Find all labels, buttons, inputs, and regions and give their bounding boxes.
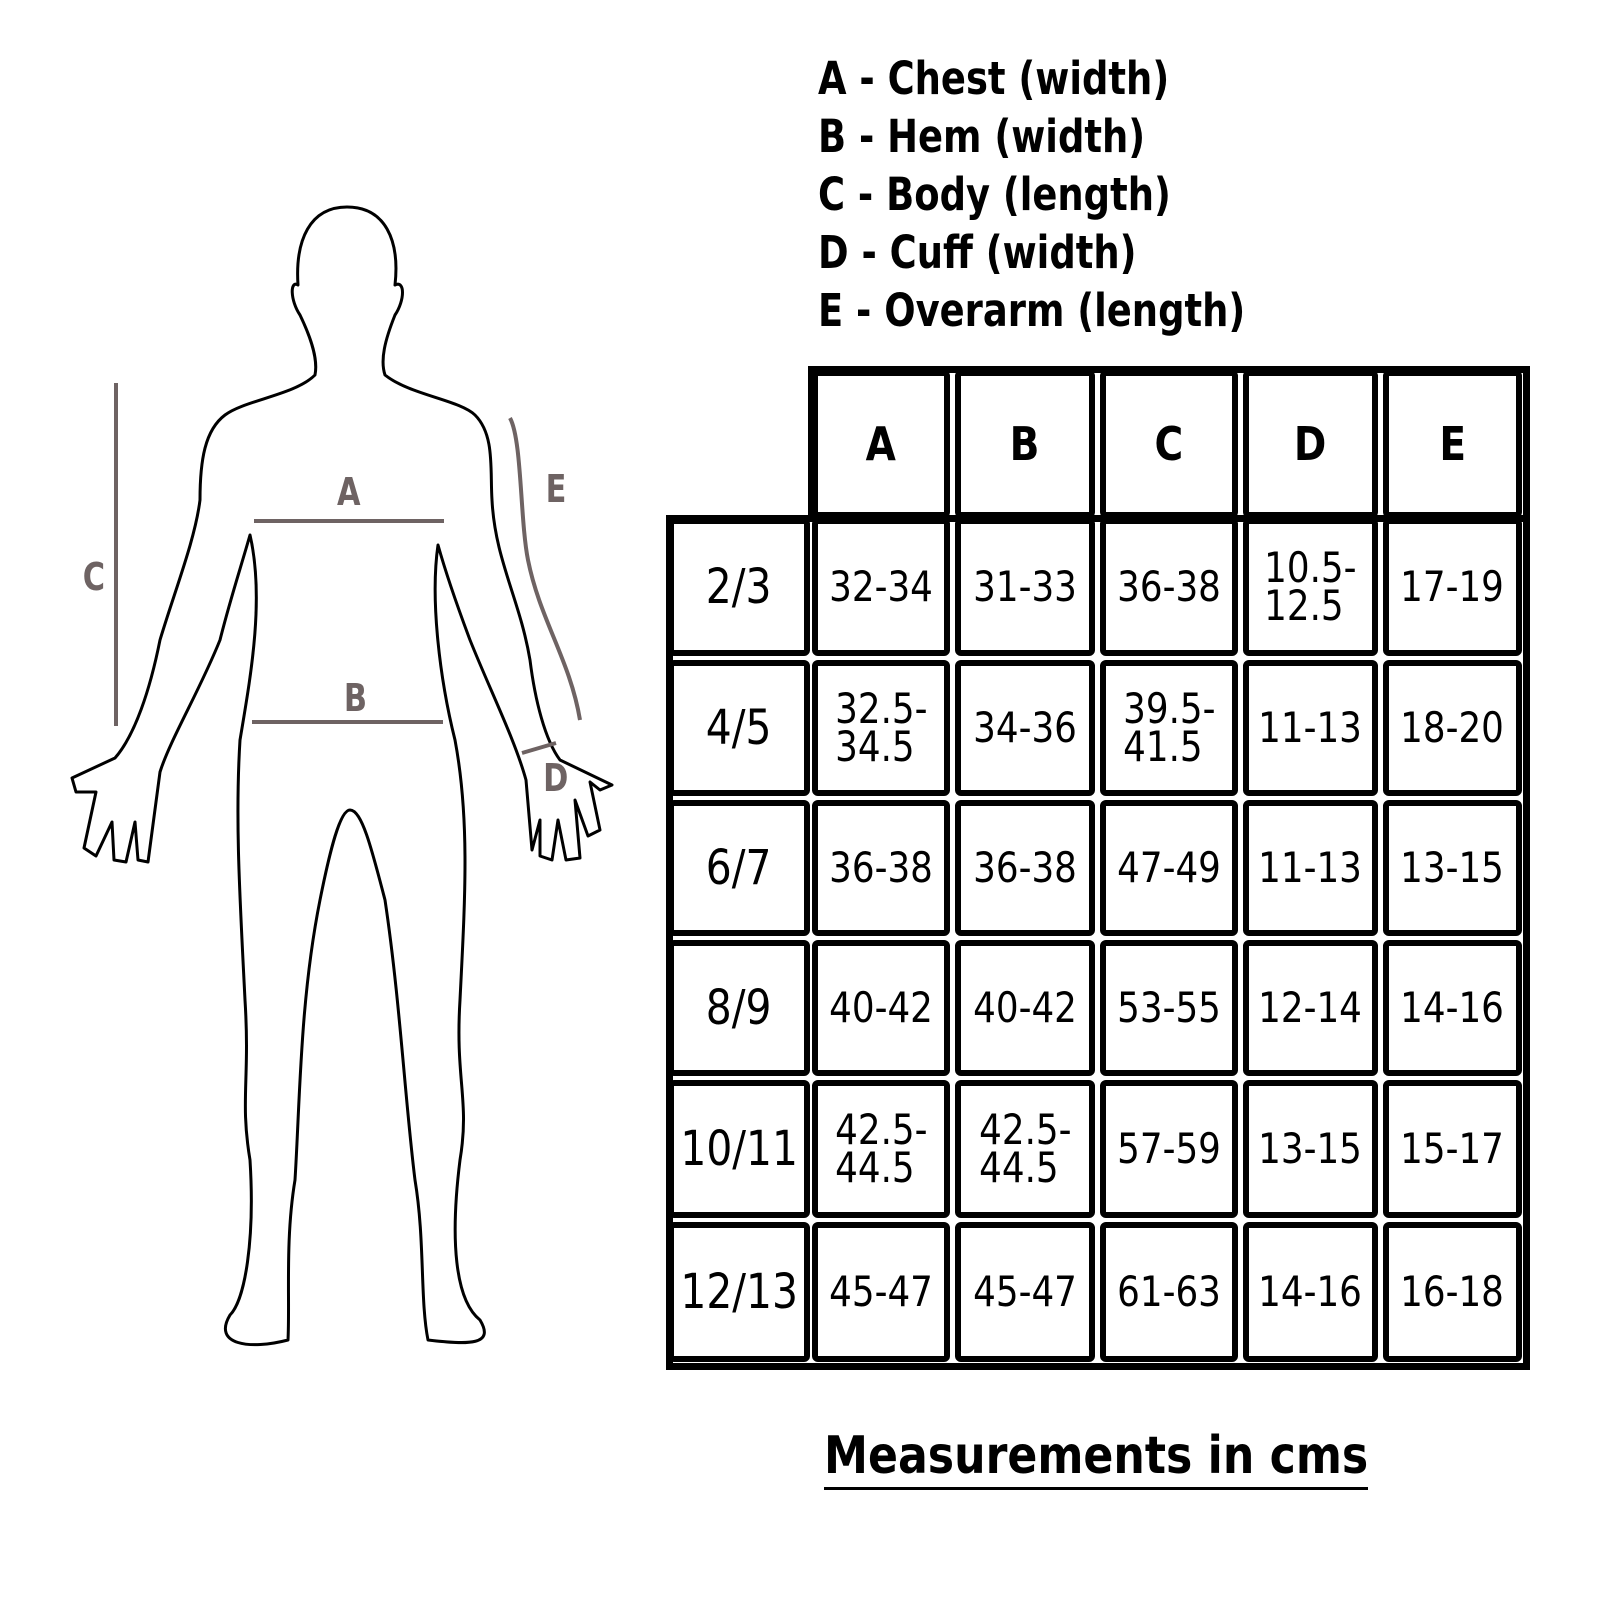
column-header-c-text: C bbox=[1154, 417, 1184, 471]
table-cell: 13-15 bbox=[1383, 800, 1522, 936]
row-size-label: 10/11 bbox=[668, 1080, 810, 1218]
table-cell: 47-49 bbox=[1100, 800, 1238, 936]
column-header-d: D bbox=[1243, 370, 1378, 518]
table-cell-text: 40-42 bbox=[973, 983, 1077, 1032]
table-cell: 40-42 bbox=[955, 940, 1095, 1076]
row-size-label: 6/7 bbox=[668, 800, 810, 936]
table-cell-text: 36-38 bbox=[973, 843, 1077, 892]
table-cell-text: 11-13 bbox=[1258, 843, 1363, 892]
table-cell-text: 16-18 bbox=[1400, 1267, 1505, 1316]
row-size-label: 8/9 bbox=[668, 940, 810, 1076]
table-cell: 36-38 bbox=[1100, 518, 1238, 656]
column-header-d-text: D bbox=[1294, 417, 1327, 471]
label-d: D bbox=[543, 756, 569, 800]
table-cell-text: 11-13 bbox=[1258, 703, 1363, 752]
row-size-label-text: 8/9 bbox=[706, 980, 772, 1036]
table-cell-text: 17-19 bbox=[1400, 562, 1505, 611]
table-cell: 13-15 bbox=[1243, 1080, 1378, 1218]
table-cell: 61-63 bbox=[1100, 1222, 1238, 1362]
table-cell: 36-38 bbox=[812, 800, 950, 936]
label-e: E bbox=[545, 467, 567, 511]
table-cell-text: 12-14 bbox=[1258, 983, 1363, 1032]
table-cell: 17-19 bbox=[1383, 518, 1522, 656]
row-size-label: 4/5 bbox=[668, 660, 810, 796]
table-cell: 45-47 bbox=[955, 1222, 1095, 1362]
table-cell: 53-55 bbox=[1100, 940, 1238, 1076]
table-cell: 39.5- 41.5 bbox=[1100, 660, 1238, 796]
table-cell-text: 42.5- 44.5 bbox=[978, 1105, 1072, 1192]
column-header-b-text: B bbox=[1010, 417, 1040, 471]
table-cell: 15-17 bbox=[1383, 1080, 1522, 1218]
table-cell-text: 18-20 bbox=[1400, 703, 1505, 752]
legend-item-a: A - Chest (width) bbox=[818, 52, 1170, 105]
row-size-label-text: 12/13 bbox=[680, 1264, 798, 1320]
measure-line-d bbox=[521, 741, 557, 755]
row-size-label: 2/3 bbox=[668, 518, 810, 656]
table-cell-text: 36-38 bbox=[829, 843, 933, 892]
table-cell-text: 40-42 bbox=[829, 983, 933, 1032]
table-cell-text: 36-38 bbox=[1117, 562, 1221, 611]
measurement-legend: A - Chest (width) B - Hem (width) C - Bo… bbox=[818, 50, 1339, 340]
table-cell: 36-38 bbox=[955, 800, 1095, 936]
column-header-a-text: A bbox=[865, 417, 897, 471]
table-cell-text: 14-16 bbox=[1258, 1267, 1363, 1316]
table-cell: 12-14 bbox=[1243, 940, 1378, 1076]
table-cell: 18-20 bbox=[1383, 660, 1522, 796]
table-cell: 10.5- 12.5 bbox=[1243, 518, 1378, 656]
table-cell: 16-18 bbox=[1383, 1222, 1522, 1362]
table-cell: 11-13 bbox=[1243, 800, 1378, 936]
table-cell-text: 53-55 bbox=[1117, 983, 1221, 1032]
row-size-label-text: 4/5 bbox=[706, 700, 772, 756]
measure-line-e bbox=[508, 417, 582, 721]
table-cell: 32-34 bbox=[812, 518, 950, 656]
label-c: C bbox=[82, 555, 106, 599]
column-header-e-text: E bbox=[1439, 417, 1466, 471]
column-header-e: E bbox=[1383, 370, 1522, 518]
legend-item-d: D - Cuff (width) bbox=[818, 226, 1137, 279]
body-outline bbox=[70, 205, 614, 1347]
table-cell-text: 14-16 bbox=[1400, 983, 1505, 1032]
row-size-label-text: 2/3 bbox=[706, 559, 772, 615]
column-header-a: A bbox=[812, 370, 950, 518]
table-cell: 11-13 bbox=[1243, 660, 1378, 796]
table-cell-text: 32-34 bbox=[829, 562, 933, 611]
table-cell: 34-36 bbox=[955, 660, 1095, 796]
table-cell-text: 31-33 bbox=[973, 562, 1077, 611]
column-header-c: C bbox=[1100, 370, 1238, 518]
column-header-b: B bbox=[955, 370, 1095, 518]
row-size-label-text: 10/11 bbox=[680, 1121, 798, 1177]
table-cell: 14-16 bbox=[1243, 1222, 1378, 1362]
table-cell-text: 13-15 bbox=[1258, 1124, 1363, 1173]
legend-item-e: E - Overarm (length) bbox=[818, 284, 1246, 337]
table-cell: 14-16 bbox=[1383, 940, 1522, 1076]
table-cell-text: 32.5- 34.5 bbox=[834, 684, 928, 771]
body-silhouette-diagram bbox=[70, 205, 614, 1347]
table-cell-text: 45-47 bbox=[973, 1267, 1077, 1316]
label-a: A bbox=[336, 470, 361, 514]
row-size-label-text: 6/7 bbox=[706, 840, 772, 896]
table-cell: 42.5- 44.5 bbox=[955, 1080, 1095, 1218]
legend-item-b: B - Hem (width) bbox=[818, 110, 1146, 163]
table-cell-text: 45-47 bbox=[829, 1267, 933, 1316]
size-table: A B C D E 2/3 32-34 31-33 36-38 10.5- 12.5 17-19 4/… bbox=[666, 368, 1530, 1370]
table-cell: 45-47 bbox=[812, 1222, 950, 1362]
label-b: B bbox=[343, 676, 368, 720]
units-note: Measurements in cms bbox=[824, 1425, 1369, 1490]
table-cell-text: 39.5- 41.5 bbox=[1122, 684, 1216, 771]
table-cell-text: 34-36 bbox=[973, 703, 1077, 752]
table-cell-text: 13-15 bbox=[1400, 843, 1505, 892]
table-cell: 40-42 bbox=[812, 940, 950, 1076]
legend-item-c: C - Body (length) bbox=[818, 168, 1171, 221]
table-cell-text: 47-49 bbox=[1117, 843, 1221, 892]
table-cell: 42.5- 44.5 bbox=[812, 1080, 950, 1218]
table-cell-text: 61-63 bbox=[1117, 1267, 1221, 1316]
table-cell: 32.5- 34.5 bbox=[812, 660, 950, 796]
table-cell-text: 42.5- 44.5 bbox=[834, 1105, 928, 1192]
table-cell-text: 10.5- 12.5 bbox=[1264, 543, 1357, 630]
row-size-label: 12/13 bbox=[668, 1222, 810, 1362]
table-cell-text: 15-17 bbox=[1400, 1124, 1505, 1173]
table-cell-text: 57-59 bbox=[1117, 1124, 1221, 1173]
table-cell: 31-33 bbox=[955, 518, 1095, 656]
table-cell: 57-59 bbox=[1100, 1080, 1238, 1218]
